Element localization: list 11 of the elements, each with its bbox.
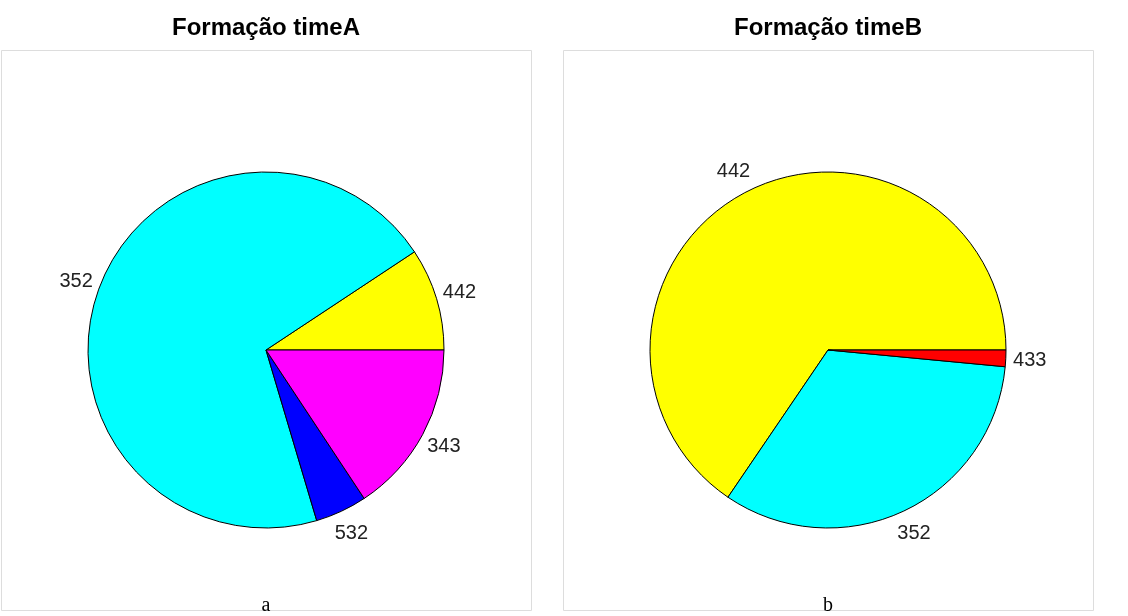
slice-label: 343: [427, 433, 461, 456]
slice-label: 442: [716, 159, 751, 182]
chart-title: Formação timeB: [733, 13, 923, 40]
slice-label: 352: [59, 268, 93, 291]
slice-label: 352: [897, 520, 931, 543]
slice-label: 433: [1013, 347, 1047, 370]
chart-title: Formação timeA: [171, 13, 361, 40]
slice-label: 442: [442, 279, 477, 302]
slice-label: 532: [334, 521, 369, 544]
text: a: [261, 593, 271, 615]
text: b: [823, 593, 833, 615]
